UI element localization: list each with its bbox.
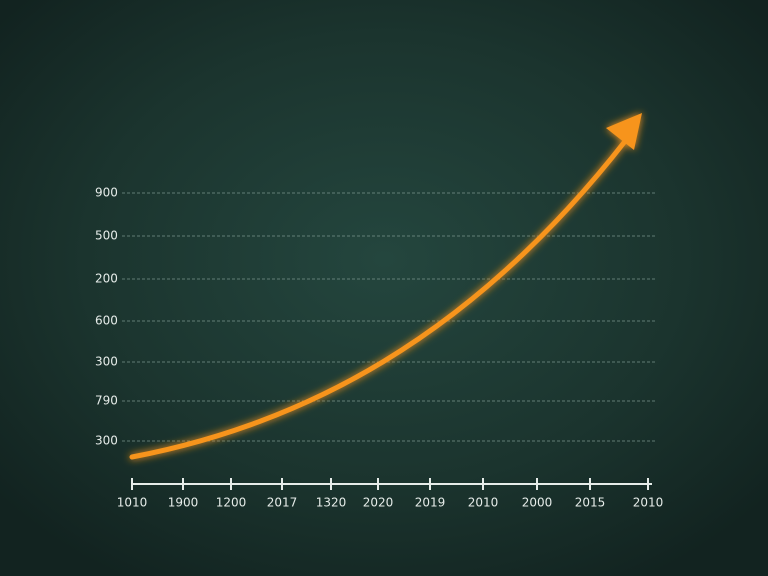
y-label: 300 bbox=[95, 434, 118, 448]
x-label: 2020 bbox=[363, 496, 394, 510]
y-label: 600 bbox=[95, 314, 118, 328]
x-label: 1200 bbox=[216, 496, 247, 510]
arrow-head bbox=[606, 113, 642, 150]
x-axis: 1010 1900 1200 2017 1320 2020 2019 2010 2000 2015… bbox=[117, 478, 664, 510]
x-label: 1320 bbox=[316, 496, 347, 510]
x-label: 2010 bbox=[633, 496, 664, 510]
y-label: 790 bbox=[95, 394, 118, 408]
trend-arrow bbox=[129, 113, 642, 460]
trend-curve bbox=[129, 137, 629, 460]
x-label: 2015 bbox=[575, 496, 606, 510]
grid: 900 500 200 600 300 790 300 bbox=[95, 186, 655, 448]
x-label: 2019 bbox=[415, 496, 446, 510]
y-label: 300 bbox=[95, 355, 118, 369]
y-label: 500 bbox=[95, 229, 118, 243]
x-label: 1010 bbox=[117, 496, 148, 510]
y-label: 200 bbox=[95, 272, 118, 286]
x-label: 2000 bbox=[522, 496, 553, 510]
x-label: 2017 bbox=[267, 496, 298, 510]
y-label: 900 bbox=[95, 186, 118, 200]
x-label: 1900 bbox=[168, 496, 199, 510]
x-label: 2010 bbox=[468, 496, 499, 510]
